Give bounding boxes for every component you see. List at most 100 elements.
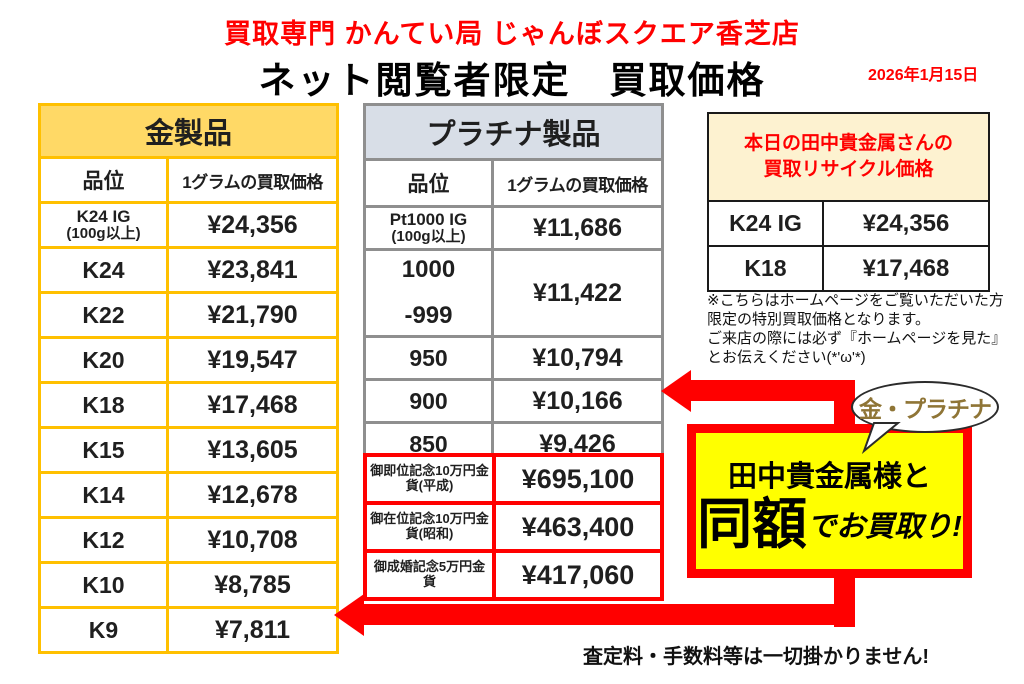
gold-price-table: 金製品 品位 1グラムの買取価格 K24 IG (100g以上) ¥24,356… (38, 103, 339, 654)
special-price-notes: ※こちらはホームページをご覧いただいた方限定の特別買取価格となります。 ご来店の… (707, 291, 1010, 367)
red-arrow-gold-bar (360, 604, 855, 625)
table-row: K18 ¥17,468 (707, 245, 990, 292)
price-cell: ¥417,060 (496, 553, 660, 597)
table-row: K24 ¥23,841 (41, 249, 336, 291)
grade-cell: 950 (366, 338, 491, 378)
grade-cell: K24 (41, 249, 166, 291)
grade-note: (100g以上) (391, 228, 466, 246)
table-row: K20 ¥19,547 (41, 339, 336, 381)
platinum-table-title-row: プラチナ製品 (366, 106, 661, 158)
price-cell: ¥11,422 (494, 251, 661, 335)
table-row: 御即位記念10万円金貨(平成) ¥695,100 (367, 457, 660, 501)
note-paragraph-1: ※こちらはホームページをご覧いただいた方限定の特別買取価格となります。 (707, 292, 1004, 329)
platinum-price-table: プラチナ製品 品位 1グラムの買取価格 Pt1000 IG (100g以上) ¥… (363, 103, 664, 467)
table-row: K18 ¥17,468 (41, 384, 336, 426)
coin-name-cell: 御在位記念10万円金貨(昭和) (367, 505, 492, 549)
grade-text: 1000 (401, 256, 456, 283)
promo-line2: 同額 でお買取り! (697, 492, 962, 555)
store-title: 買取専門 かんてい局 じゃんぼスクエア香芝店 (224, 19, 800, 49)
grade-cell: K15 (41, 429, 166, 471)
price-cell: ¥463,400 (496, 505, 660, 549)
price-cell: ¥7,811 (169, 609, 336, 651)
price-cell: ¥10,708 (169, 519, 336, 561)
price-cell: ¥24,356 (169, 204, 336, 246)
table-row: 950 ¥10,794 (366, 338, 661, 378)
grade-text: Pt1000 IG (389, 209, 468, 229)
grade-cell: K14 (41, 474, 166, 516)
table-row: K12 ¥10,708 (41, 519, 336, 561)
table-row: K22 ¥21,790 (41, 294, 336, 336)
table-row: K14 ¥12,678 (41, 474, 336, 516)
grade-text: K24 IG (76, 206, 131, 226)
gold-table-header-row: 品位 1グラムの買取価格 (41, 159, 336, 201)
grade-cell: K12 (41, 519, 166, 561)
promo-suffix: でお買取り! (807, 511, 962, 543)
table-row: K10 ¥8,785 (41, 564, 336, 606)
tanaka-title-row: 本日の田中貴金属さんの 買取リサイクル価格 (707, 112, 990, 202)
tanaka-reference-table: 本日の田中貴金属さんの 買取リサイクル価格 K24 IG ¥24,356 K18… (707, 112, 990, 292)
coin-name-cell: 御即位記念10万円金貨(平成) (367, 457, 492, 501)
price-cell: ¥21,790 (169, 294, 336, 336)
price-cell: ¥17,468 (822, 245, 990, 292)
price-cell: ¥19,547 (169, 339, 336, 381)
promo-line1: 田中貴金属様と (727, 460, 931, 493)
bubble-tail-icon (861, 422, 901, 454)
table-row: K9 ¥7,811 (41, 609, 336, 651)
table-row: K15 ¥13,605 (41, 429, 336, 471)
price-cell: ¥24,356 (822, 200, 990, 247)
grade-note: (100g以上) (66, 225, 141, 243)
tanaka-title: 本日の田中貴金属さんの 買取リサイクル価格 (707, 112, 990, 202)
grade-cell: Pt1000 IG (100g以上) (366, 208, 491, 248)
price-cell: ¥10,166 (494, 381, 661, 421)
price-cell: ¥17,468 (169, 384, 336, 426)
red-arrow-platinum-bar (689, 380, 855, 401)
grade-cell: K9 (41, 609, 166, 651)
red-arrow-gold-head (334, 594, 364, 636)
grade-text-2: -999 (404, 302, 453, 329)
table-row: 御成婚記念5万円金貨 ¥417,060 (367, 553, 660, 597)
platinum-col-price: 1グラムの買取価格 (494, 161, 661, 205)
no-fees-note: 査定料・手数料等は一切掛かりません! (583, 646, 930, 668)
platinum-table-header-row: 品位 1グラムの買取価格 (366, 161, 661, 205)
grade-cell: K24 IG (707, 200, 824, 247)
coin-name-cell: 御成婚記念5万円金貨 (367, 553, 492, 597)
grade-cell: K20 (41, 339, 166, 381)
grade-cell: K22 (41, 294, 166, 336)
table-row: Pt1000 IG (100g以上) ¥11,686 (366, 208, 661, 248)
price-cell: ¥11,686 (494, 208, 661, 248)
table-row: 900 ¥10,166 (366, 381, 661, 421)
commemorative-coin-table: 御即位記念10万円金貨(平成) ¥695,100 御在位記念10万円金貨(昭和)… (363, 453, 664, 601)
gold-col-grade: 品位 (41, 159, 166, 201)
same-price-promo-box: 田中貴金属様と 同額 でお買取り! (687, 424, 972, 578)
table-row: 1000 -999 ¥11,422 (366, 251, 661, 335)
gold-table-title-row: 金製品 (41, 106, 336, 156)
red-arrow-platinum-elbow (834, 398, 855, 428)
grade-cell: K10 (41, 564, 166, 606)
page-title: ネット閲覧者限定 買取価格 (258, 60, 766, 101)
price-cell: ¥13,605 (169, 429, 336, 471)
tanaka-title-line1: 本日の田中貴金属さんの (743, 133, 953, 155)
platinum-table-title: プラチナ製品 (366, 106, 661, 158)
note-paragraph-2: ご来店の際には必ず『ホームページを見た』とお伝えください(*'ω'*) (707, 330, 1007, 367)
price-cell: ¥10,794 (494, 338, 661, 378)
promo-emphasis: 同額 (697, 492, 808, 555)
platinum-col-grade: 品位 (366, 161, 491, 205)
gold-col-price: 1グラムの買取価格 (169, 159, 336, 201)
red-arrow-platinum-head (661, 370, 691, 412)
price-cell: ¥12,678 (169, 474, 336, 516)
grade-cell: K18 (707, 245, 824, 292)
tanaka-title-line2: 買取リサイクル価格 (763, 159, 934, 180)
grade-cell: K24 IG (100g以上) (41, 204, 166, 246)
date-label: 2026年1月15日 (868, 67, 979, 84)
gold-table-title: 金製品 (41, 106, 336, 156)
price-cell: ¥695,100 (496, 457, 660, 501)
table-row: K24 IG (100g以上) ¥24,356 (41, 204, 336, 246)
price-cell: ¥8,785 (169, 564, 336, 606)
grade-cell: 900 (366, 381, 491, 421)
table-row: 御在位記念10万円金貨(昭和) ¥463,400 (367, 505, 660, 549)
grade-cell: K18 (41, 384, 166, 426)
grade-cell: 1000 -999 (366, 251, 491, 335)
price-cell: ¥23,841 (169, 249, 336, 291)
table-row: K24 IG ¥24,356 (707, 200, 990, 247)
